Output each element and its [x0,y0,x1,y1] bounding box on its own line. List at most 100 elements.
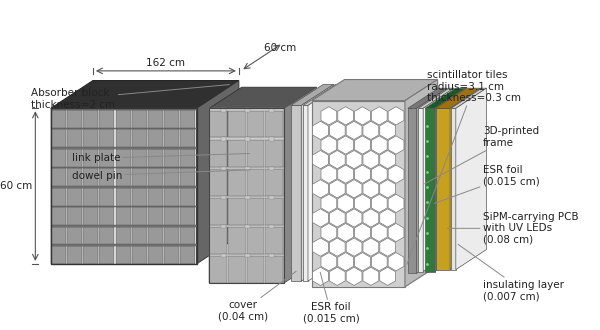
Polygon shape [100,149,115,167]
Polygon shape [388,136,404,154]
Polygon shape [363,121,379,140]
Polygon shape [408,108,416,274]
Polygon shape [380,180,395,198]
Polygon shape [132,129,147,147]
Polygon shape [380,150,395,169]
Text: ESR foil
(0.015 cm): ESR foil (0.015 cm) [302,272,359,324]
Polygon shape [247,198,264,225]
Polygon shape [50,129,66,147]
Polygon shape [181,129,196,147]
Polygon shape [312,101,405,287]
Polygon shape [312,80,437,101]
Polygon shape [228,111,245,138]
Polygon shape [50,206,197,207]
Polygon shape [83,149,98,167]
Polygon shape [116,168,131,186]
Polygon shape [265,198,283,225]
Polygon shape [181,227,196,245]
Polygon shape [338,165,353,183]
Polygon shape [209,111,227,138]
Polygon shape [181,110,196,128]
Polygon shape [116,129,131,147]
Polygon shape [329,150,345,169]
Polygon shape [388,253,404,271]
Bar [221,225,226,228]
Polygon shape [301,84,334,281]
Polygon shape [209,227,227,254]
Bar [269,196,274,199]
Polygon shape [355,253,370,271]
Polygon shape [346,209,362,227]
Polygon shape [209,108,284,111]
Polygon shape [338,223,353,242]
Polygon shape [338,107,353,125]
Polygon shape [425,88,466,108]
Polygon shape [67,188,82,206]
Polygon shape [371,165,387,183]
Polygon shape [346,238,362,256]
Polygon shape [371,194,387,213]
Text: ESR foil
(0.015 cm): ESR foil (0.015 cm) [434,165,539,203]
Polygon shape [50,108,197,110]
Polygon shape [209,256,227,283]
Polygon shape [148,227,163,245]
Polygon shape [116,207,131,225]
Polygon shape [329,180,345,198]
Polygon shape [388,165,404,183]
Polygon shape [380,209,395,227]
Polygon shape [83,188,98,206]
Polygon shape [228,140,245,167]
Polygon shape [247,227,264,254]
Polygon shape [247,111,264,138]
Polygon shape [181,149,196,167]
Polygon shape [284,87,317,283]
Polygon shape [209,167,284,169]
Polygon shape [355,136,370,154]
Polygon shape [164,129,179,147]
Polygon shape [303,84,341,106]
Polygon shape [209,138,284,140]
Polygon shape [148,149,163,167]
Polygon shape [50,128,197,129]
Polygon shape [363,180,379,198]
Polygon shape [50,149,66,167]
Polygon shape [100,207,115,225]
Polygon shape [321,107,337,125]
Polygon shape [290,106,301,281]
Polygon shape [380,238,395,256]
Polygon shape [209,198,227,225]
Polygon shape [67,149,82,167]
Polygon shape [371,136,387,154]
Bar [221,108,226,112]
Polygon shape [228,169,245,196]
Polygon shape [313,267,328,285]
Polygon shape [50,207,66,225]
Polygon shape [83,227,98,245]
Polygon shape [247,256,264,283]
Polygon shape [164,110,179,128]
Polygon shape [50,147,197,149]
Polygon shape [451,88,487,108]
Polygon shape [148,168,163,186]
Polygon shape [416,88,447,274]
Polygon shape [181,188,196,206]
Polygon shape [181,168,196,186]
Polygon shape [456,88,487,270]
Polygon shape [164,246,179,264]
Polygon shape [247,140,264,167]
Text: 60 cm: 60 cm [264,43,296,53]
Polygon shape [405,80,437,287]
Polygon shape [418,108,423,272]
Polygon shape [116,227,131,245]
Polygon shape [247,169,264,196]
Polygon shape [380,121,395,140]
Polygon shape [346,267,362,285]
Polygon shape [363,238,379,256]
Polygon shape [100,129,115,147]
Polygon shape [450,88,481,270]
Text: scintillator tiles
radius=3.1 cm
thickness=0.3 cm: scintillator tiles radius=3.1 cm thickne… [407,70,521,264]
Polygon shape [228,227,245,254]
Polygon shape [209,196,284,198]
Polygon shape [100,168,115,186]
Polygon shape [388,194,404,213]
